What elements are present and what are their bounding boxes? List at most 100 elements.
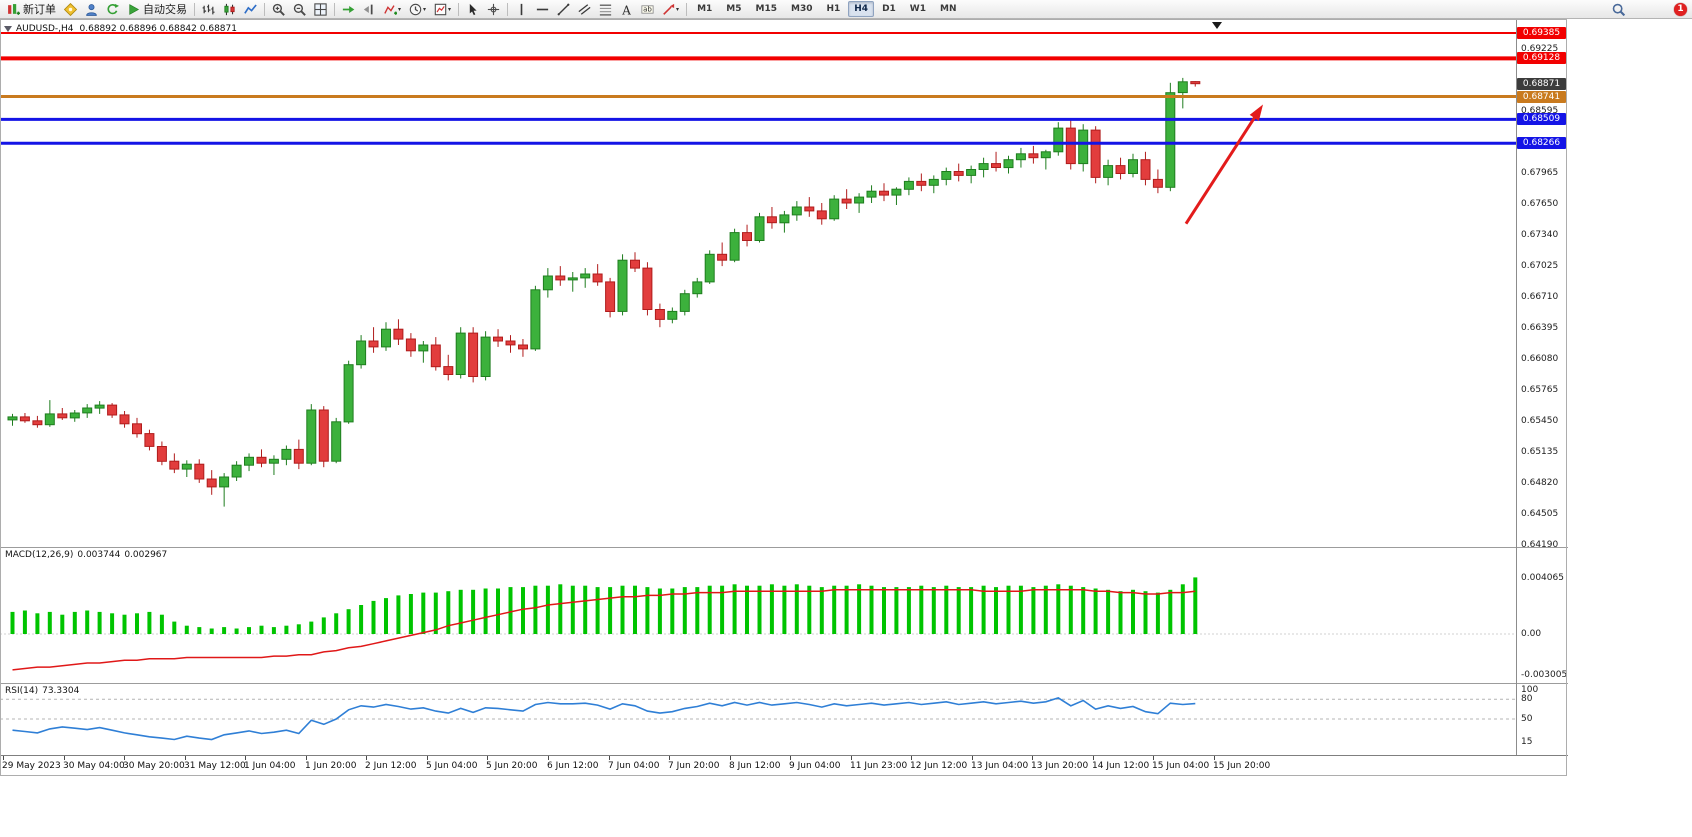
timeframe-button-m15[interactable]: M15 <box>755 4 777 14</box>
label-icon: ab <box>641 4 654 14</box>
search-button[interactable] <box>1609 0 1628 19</box>
chart-symbol-period: AUDUSD-,H4 <box>16 24 74 34</box>
trendline-button[interactable] <box>554 0 573 19</box>
time-axis-label: 29 May 2023 <box>2 761 61 771</box>
timeframe-button-h1[interactable]: H1 <box>826 4 841 14</box>
text-button[interactable]: A <box>617 0 636 19</box>
cursor-button[interactable] <box>463 0 482 19</box>
line-chart-button[interactable] <box>241 0 260 19</box>
autotrading-button[interactable]: 自动交易 <box>124 0 190 19</box>
new-order-button[interactable]: 新订单 <box>4 0 59 19</box>
price-axis[interactable]: 0.69225 0.68595 0.67965 0.67650 0.67340 0.670… <box>1517 0 1568 795</box>
time-axis-label: 6 Jun 12:00 <box>547 761 599 771</box>
chart-canvas[interactable] <box>0 0 1516 776</box>
timeframe-button-h4[interactable]: H4 <box>848 1 875 17</box>
time-axis[interactable]: 29 May 2023 30 May 04:00 30 May 20:00 31 Ma… <box>0 755 1568 777</box>
person-icon <box>86 3 97 16</box>
rsi-value: 73.3304 <box>42 686 80 696</box>
one-click-trading-toggle-icon[interactable] <box>4 26 12 32</box>
svg-text:ab: ab <box>643 4 652 13</box>
time-axis-tick <box>185 756 186 760</box>
chart-shift-button[interactable] <box>360 0 379 19</box>
macd-panel-separator[interactable] <box>0 547 1568 548</box>
fibo-icon <box>599 4 612 15</box>
periods-button[interactable]: ▾ <box>406 0 429 19</box>
rsi-line <box>12 697 1196 741</box>
timeframe-button-m5[interactable]: M5 <box>726 4 742 14</box>
macd-value-signal: 0.002967 <box>124 550 168 560</box>
time-axis-label: 12 Jun 12:00 <box>910 761 968 771</box>
time-axis-tick <box>851 756 852 760</box>
bar-chart-button[interactable] <box>199 0 218 19</box>
indicators-icon <box>384 4 397 15</box>
horizontal-line-button[interactable] <box>533 0 552 19</box>
time-axis-label: 30 May 04:00 <box>63 761 125 771</box>
channel-button[interactable] <box>575 0 594 19</box>
fibonacci-button[interactable] <box>596 0 615 19</box>
timeframe-button-m30[interactable]: M30 <box>790 4 813 14</box>
toolbar-separator <box>507 2 509 16</box>
macd-axis-label: -0.003005 <box>1521 670 1568 680</box>
macd-signal-line <box>12 589 1196 671</box>
macd-axis-label: 0.004065 <box>1521 573 1564 583</box>
autoscroll-icon <box>342 5 355 13</box>
timeframe-button-mn[interactable]: MN <box>940 4 957 14</box>
price-axis-label: 0.68595 <box>1521 106 1559 116</box>
chevron-down-icon: ▾ <box>448 5 452 13</box>
price-axis-label: 0.67340 <box>1521 230 1559 240</box>
rsi-panel-separator[interactable] <box>0 683 1568 684</box>
trend-arrow-object[interactable] <box>1184 104 1263 225</box>
timeframe-button-d1[interactable]: D1 <box>882 4 896 14</box>
price-axis-label: 0.64820 <box>1521 478 1559 488</box>
chevron-down-icon: ▾ <box>398 5 402 13</box>
zoom-in-button[interactable] <box>269 0 288 19</box>
price-axis-label: 0.67965 <box>1521 168 1559 178</box>
time-axis-tick <box>1214 756 1215 760</box>
svg-text:A: A <box>621 3 631 16</box>
indicators-button[interactable]: ▾ <box>381 0 404 19</box>
rsi-indicator-label: RSI(14) 73.3304 <box>5 686 83 696</box>
zoom-out-button[interactable] <box>290 0 309 19</box>
time-axis-label: 7 Jun 04:00 <box>608 761 660 771</box>
time-axis-label: 9 Jun 04:00 <box>789 761 841 771</box>
label-button[interactable]: ab <box>638 0 657 19</box>
auto-scroll-button[interactable] <box>339 0 358 19</box>
notification-badge[interactable]: 1 <box>1674 3 1687 16</box>
time-axis-tick <box>1093 756 1094 760</box>
vertical-line-button[interactable] <box>512 0 531 19</box>
time-axis-tick <box>548 756 549 760</box>
price-axis-label: 0.66710 <box>1521 292 1559 302</box>
crosshair-button[interactable] <box>484 0 503 19</box>
search-icon <box>1612 3 1625 16</box>
channel-icon <box>578 3 591 15</box>
timeframe-button-m1[interactable]: M1 <box>697 4 713 14</box>
vline-icon <box>520 3 523 15</box>
new-order-button-label: 新订单 <box>23 3 56 16</box>
metaeditor-button[interactable] <box>61 0 80 19</box>
time-axis-tick <box>1032 756 1033 760</box>
data-window-button[interactable] <box>82 0 101 19</box>
price-axis-label: 0.65450 <box>1521 416 1559 426</box>
price-level-badge-red: 0.69385 <box>1517 27 1566 39</box>
tile-windows-button[interactable] <box>311 0 330 19</box>
refresh-button[interactable] <box>103 0 122 19</box>
chart-ohlc-values: 0.68892 0.68896 0.68842 0.68871 <box>79 24 237 34</box>
macd-indicator <box>0 577 1516 671</box>
toolbar-separator <box>194 2 195 16</box>
time-axis-label: 15 Jun 04:00 <box>1152 761 1210 771</box>
timeframe-button-w1[interactable]: W1 <box>909 4 926 14</box>
templates-button[interactable]: ▾ <box>431 0 454 19</box>
time-axis-label: 5 Jun 04:00 <box>426 761 478 771</box>
time-axis-tick <box>306 756 307 760</box>
bars-icon <box>202 4 215 14</box>
candle-chart-button[interactable] <box>220 0 239 19</box>
shift-icon <box>363 4 373 14</box>
arrows-button[interactable]: ▾ <box>659 0 682 19</box>
price-axis-label: 0.67650 <box>1521 199 1559 209</box>
toolbar-separator <box>686 2 688 16</box>
price-axis-separator <box>1516 19 1517 776</box>
chart-end-marker-icon <box>1212 22 1222 29</box>
